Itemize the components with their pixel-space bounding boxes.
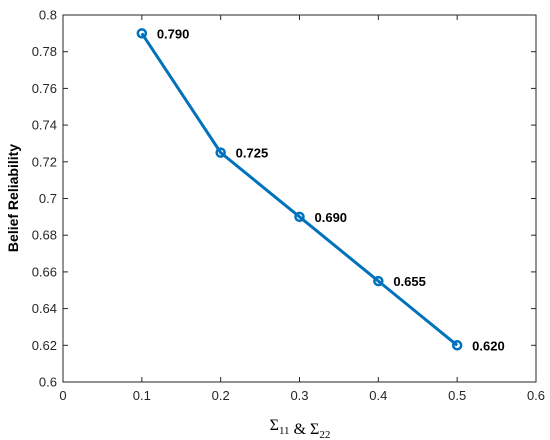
y-tick-label: 0.6 bbox=[39, 375, 57, 390]
x-axis-ticks: 0 0.1 0.2 0.3 0.4 0.5 0.6 bbox=[59, 15, 545, 403]
y-tick-label: 0.78 bbox=[32, 44, 57, 59]
data-label: 0.620 bbox=[472, 338, 505, 353]
x-tick-label: 0.5 bbox=[448, 388, 466, 403]
x-axis-label: Σ11 & Σ22 bbox=[270, 417, 331, 440]
x-axis-label-part: Σ bbox=[310, 421, 319, 438]
x-tick-label: 0.3 bbox=[290, 388, 308, 403]
y-tick-label: 0.66 bbox=[32, 264, 57, 279]
plot-area bbox=[63, 15, 536, 382]
y-tick-label: 0.7 bbox=[39, 191, 57, 206]
data-point-marker bbox=[294, 211, 305, 223]
y-axis-ticks: 0.6 0.62 0.64 0.66 0.68 0.7 0.72 0.74 0.76 0.78 0.… bbox=[32, 8, 536, 390]
y-tick-label: 0.72 bbox=[32, 154, 57, 169]
y-tick-label: 0.8 bbox=[39, 8, 57, 23]
y-tick-label: 0.62 bbox=[32, 338, 57, 353]
data-label: 0.690 bbox=[315, 210, 348, 225]
x-axis-label-subscript: 11 bbox=[279, 425, 290, 437]
x-axis-label-part: Σ bbox=[270, 417, 279, 434]
y-tick-label: 0.64 bbox=[32, 301, 57, 316]
x-axis-label-part: & bbox=[290, 421, 310, 438]
data-labels: 0.790 0.725 0.690 0.655 0.620 bbox=[157, 26, 505, 353]
x-tick-label: 0.4 bbox=[369, 388, 387, 403]
x-tick-label: 0.1 bbox=[133, 388, 151, 403]
y-tick-label: 0.68 bbox=[32, 228, 57, 243]
series-line bbox=[140, 32, 459, 347]
x-tick-label: 0.6 bbox=[527, 388, 545, 403]
y-tick-label: 0.76 bbox=[32, 81, 57, 96]
plot-frame bbox=[62, 14, 537, 383]
series-layer bbox=[136, 28, 463, 351]
data-label: 0.655 bbox=[393, 274, 426, 289]
data-point-marker bbox=[451, 340, 463, 351]
data-label: 0.725 bbox=[236, 146, 269, 161]
y-axis-label: Belief Reliability bbox=[5, 144, 21, 252]
data-point-marker bbox=[215, 147, 226, 158]
x-tick-label: 0.2 bbox=[212, 388, 230, 403]
data-point-marker bbox=[136, 28, 148, 39]
x-tick-label: 0 bbox=[59, 388, 66, 403]
x-axis-label-subscript: 22 bbox=[319, 429, 330, 440]
data-point-marker bbox=[373, 275, 384, 287]
data-label: 0.790 bbox=[157, 26, 190, 41]
y-tick-label: 0.74 bbox=[32, 118, 57, 133]
